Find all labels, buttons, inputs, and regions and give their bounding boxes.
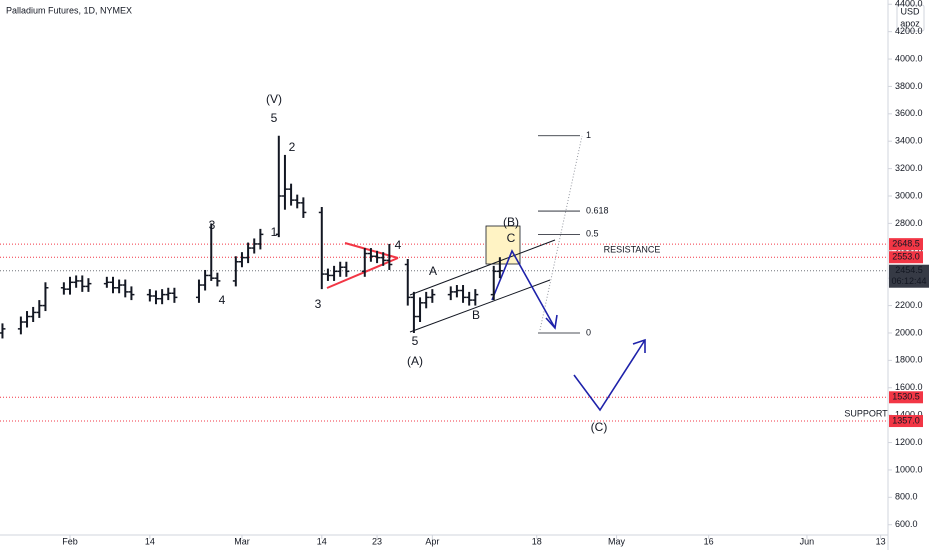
y-tick-label: 3800.0 xyxy=(895,81,923,91)
y-tick-label: 1600.0 xyxy=(895,382,923,392)
x-tick-label: 13 xyxy=(876,536,886,546)
y-tick-label: 3200.0 xyxy=(895,163,923,173)
y-tick-label: 1200.0 xyxy=(895,437,923,447)
y-tick-label: 2200.0 xyxy=(895,300,923,310)
channel-line xyxy=(409,279,551,333)
level-label: RESISTANCE xyxy=(604,244,661,254)
price-label-box xyxy=(889,238,923,251)
last-price-box xyxy=(889,264,929,288)
y-tick-label: 3600.0 xyxy=(895,108,923,118)
y-tick-label: 2000.0 xyxy=(895,327,923,337)
y-tick-label: 4400.0 xyxy=(895,0,923,9)
price-label: 1357.0 xyxy=(892,415,920,425)
price-label: 1530.5 xyxy=(892,392,920,402)
x-tick-label: Jun xyxy=(800,536,815,546)
wave-label: (B) xyxy=(503,215,519,229)
countdown: 06:12:44 xyxy=(891,276,926,286)
price-label-box xyxy=(889,391,923,404)
fib-label: 0 xyxy=(586,327,591,337)
x-tick-label: May xyxy=(608,536,626,546)
y-tick-label: 3000.0 xyxy=(895,190,923,200)
scale-label: apoz xyxy=(900,18,920,28)
y-tick-label: 800.0 xyxy=(895,492,918,502)
price-label-box xyxy=(889,415,923,428)
wave-label: A xyxy=(429,264,437,278)
wave-label: (C) xyxy=(591,420,608,434)
price-label-box xyxy=(889,251,923,264)
fib-label: 0.5 xyxy=(586,229,599,239)
x-tick-label: 23 xyxy=(372,536,382,546)
target-zone xyxy=(485,225,521,265)
currency-box xyxy=(896,4,925,32)
wave-label: 5 xyxy=(412,334,419,348)
x-tick-label: Apr xyxy=(425,536,439,546)
triangle-line xyxy=(326,257,399,289)
wave-label: 4 xyxy=(395,238,402,252)
y-tick-label: 1800.0 xyxy=(895,355,923,365)
wave-label: C xyxy=(507,231,516,245)
x-tick-label: Feb xyxy=(62,536,78,546)
price-label: 2648.5 xyxy=(892,239,920,249)
y-tick-label: 2600.0 xyxy=(895,245,923,255)
y-tick-label: 4200.0 xyxy=(895,26,923,36)
y-tick-label: 1000.0 xyxy=(895,464,923,474)
wave-label: 4 xyxy=(219,293,226,307)
y-tick-label: 2800.0 xyxy=(895,218,923,228)
x-tick-label: 16 xyxy=(704,536,714,546)
wave-label: 3 xyxy=(315,297,322,311)
level-label: SUPPORT xyxy=(844,408,888,418)
projection-arrow xyxy=(573,339,646,412)
y-tick-label: 600.0 xyxy=(895,519,918,529)
projection-arrow xyxy=(491,249,556,329)
y-tick-label: 3400.0 xyxy=(895,136,923,146)
wave-label: 2 xyxy=(289,140,296,154)
wave-label: 5 xyxy=(271,111,278,125)
arrow-head xyxy=(545,314,558,330)
wave-label: (V) xyxy=(266,92,282,106)
wave-label: 1 xyxy=(271,225,278,239)
fib-label: 0.618 xyxy=(586,205,609,215)
x-tick-label: Mar xyxy=(234,536,250,546)
fib-label: 1 xyxy=(586,130,591,140)
chart-title: Palladium Futures, 1D, NYMEX xyxy=(6,5,132,15)
wave-label: B xyxy=(472,308,480,322)
fib-trend-line xyxy=(539,135,583,331)
wave-label: (A) xyxy=(407,354,423,368)
channel-line xyxy=(409,239,556,296)
last-price: 2454.5 xyxy=(895,265,923,275)
x-tick-label: 18 xyxy=(532,536,542,546)
y-tick-label: 1400.0 xyxy=(895,410,923,420)
y-tick-label: 4000.0 xyxy=(895,53,923,63)
price-label: 2553.0 xyxy=(892,252,920,262)
x-tick-label: 14 xyxy=(317,536,327,546)
x-tick-label: 14 xyxy=(145,536,155,546)
currency: USD xyxy=(900,6,920,16)
arrow-head xyxy=(632,338,646,353)
wave-label: 3 xyxy=(209,218,216,232)
